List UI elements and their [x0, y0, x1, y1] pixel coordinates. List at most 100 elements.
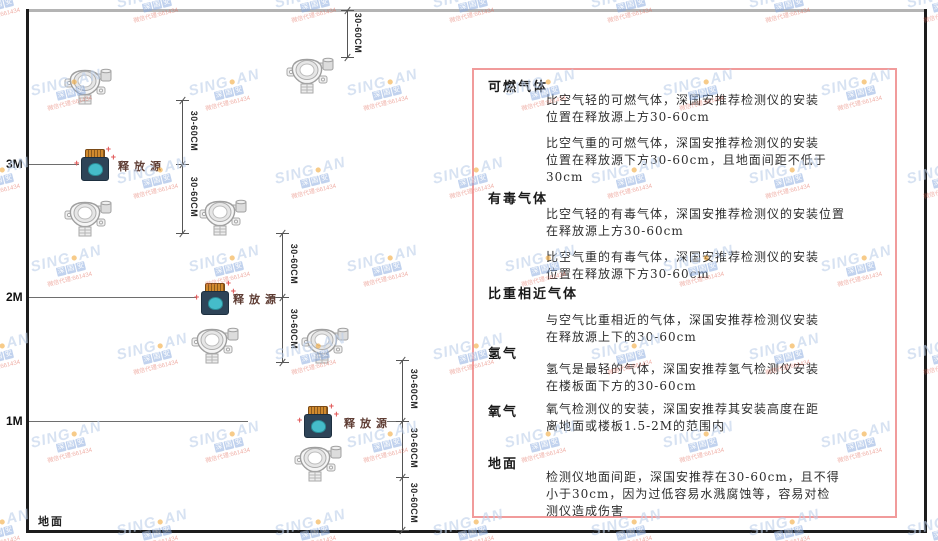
- watermark-dot-icon: ●: [68, 249, 81, 265]
- section-body-oxygen: 氧气检测仪的安装，深国安推荐其安装高度在距 离地面或楼板1.5-2M的范围内: [546, 401, 819, 444]
- level-line-2m: [29, 297, 197, 298]
- watermark-dot-icon: ●: [384, 73, 397, 89]
- watermark-red-text: 微信代理:661434: [449, 7, 495, 25]
- dimension-line-ceiling: [347, 10, 348, 58]
- watermark-red-text: 微信代理:661434: [47, 271, 93, 289]
- watermark-cn: 深国安: [213, 85, 245, 101]
- guide-text-line: 位置在释放源下方30-60cm: [546, 267, 710, 281]
- gas-detector-icon: [301, 325, 349, 365]
- level-line-2m-stub: [267, 297, 280, 298]
- gas-detector-icon: [191, 325, 239, 365]
- height-label-2m: 2M: [6, 290, 23, 304]
- guide-text-line: 比空气重的有毒气体，深国安推荐检测仪的安装: [546, 250, 820, 264]
- watermark-cn: 深国安: [371, 85, 403, 101]
- watermark-dot-icon: ●: [0, 513, 9, 529]
- guide-text-line: 在释放源上下的30-60cm: [546, 330, 697, 344]
- release-source-label: 释放源: [233, 293, 281, 306]
- watermark-dot-icon: ●: [0, 0, 8, 1]
- section-body-hydrogen: 氢气是最轻的气体，深国安推荐氢气检测仪安装 在楼板面下方的30-60cm: [546, 361, 819, 404]
- guide-text-line: 测仪造成伤害: [546, 504, 625, 518]
- section-body-similar-density-gas: 与空气比重相近的气体，深国安推荐检测仪安装 在释放源上下的30-60cm: [546, 312, 819, 355]
- guide-text-line: 位置在释放源下方30-60cm，且地面间距不低于: [546, 153, 827, 167]
- watermark-dot-icon: ●: [226, 425, 239, 441]
- dimension-label: 30-60CM: [289, 308, 299, 350]
- gas-detector-icon: [199, 197, 247, 237]
- watermark-red-text: 微信代理:661434: [133, 183, 179, 201]
- watermark-cn: 深国安: [213, 437, 245, 453]
- watermark-red-text: 微信代理:661434: [0, 183, 21, 201]
- section-body-toxic-gas: 比空气轻的有毒气体，深国安推荐检测仪的安装位置 在释放源上方30-60cm 比空…: [546, 206, 845, 292]
- watermark-brand: SING●AN: [344, 241, 420, 276]
- level-line-1m-stub: [387, 421, 400, 422]
- spark-icon: +: [105, 144, 111, 154]
- watermark-cn: 深国安: [55, 437, 87, 453]
- watermark-dot-icon: ●: [312, 161, 325, 177]
- watermark-dot-icon: ●: [68, 425, 81, 441]
- source-cap: [205, 283, 225, 291]
- dimension-label: 30-60CM: [353, 12, 363, 54]
- watermark-brand: SING●AN: [186, 241, 262, 276]
- dimension-line-1m: [402, 360, 403, 531]
- source-emblem: [87, 162, 103, 176]
- watermark-red-text: 微信代理:661434: [133, 359, 179, 377]
- section-body-combustible-gas: 比空气轻的可燃气体，深国安推荐检测仪的安装 位置在释放源上方30-60cm 比空…: [546, 92, 827, 195]
- section-body-ground: 检测仪地面间距，深国安推荐在30-60cm，且不得 小于30cm，因为过低容易水…: [546, 469, 840, 529]
- spark-icon: +: [297, 415, 303, 425]
- right-wall-line: [924, 9, 927, 533]
- gas-detector-icon: [64, 198, 112, 238]
- watermark-dot-icon: ●: [471, 0, 482, 1]
- height-label-3m: 3M: [6, 157, 23, 171]
- watermark-brand: SING●AN: [904, 337, 938, 364]
- guide-text-line: 比空气重的可燃气体，深国安推荐检测仪的安装: [546, 136, 820, 150]
- watermark-cn: 深国安: [141, 349, 173, 365]
- guide-text-line: 离地面或楼板1.5-2M的范围内: [546, 419, 726, 433]
- watermark-brand: SING●AN: [186, 65, 262, 100]
- watermark-dot-icon: ●: [312, 513, 325, 529]
- watermark-brand: SING●AN: [28, 241, 104, 276]
- dimension-label: 30-60CM: [289, 243, 299, 285]
- watermark-cn: 深国安: [931, 168, 938, 189]
- release-source-label: 释放源: [344, 417, 392, 430]
- watermark-brand: SING●AN: [186, 417, 262, 452]
- release-source-icon: + + +: [194, 279, 236, 315]
- gas-detector-icon: [64, 66, 112, 106]
- watermark-cn: 深国安: [931, 0, 938, 13]
- watermark-dot-icon: ●: [154, 337, 167, 353]
- release-source-icon: + + +: [74, 145, 116, 181]
- watermark-red-text: 微信代理:661434: [0, 359, 21, 377]
- spark-icon: +: [230, 286, 236, 296]
- watermark-cn: 深国安: [371, 261, 403, 277]
- guide-text-line: 30cm: [546, 170, 584, 184]
- watermark-red-text: 微信代理:661434: [205, 95, 251, 113]
- watermark-red-text: 微信代理:661434: [47, 447, 93, 465]
- watermark-cn: 深国安: [55, 261, 87, 277]
- section-title-similar-density-gas: 比重相近气体: [488, 287, 579, 302]
- watermark-red-text: 微信代理:661434: [291, 7, 337, 25]
- watermark-dot-icon: ●: [629, 0, 640, 1]
- watermark-dot-icon: ●: [313, 0, 324, 1]
- ceiling-line: [27, 9, 926, 12]
- ground-label: 地面: [38, 515, 64, 528]
- watermark-cn: 深国安: [931, 520, 938, 541]
- level-line-3m: [29, 164, 79, 165]
- guide-text-line: 位置在释放源上方30-60cm: [546, 110, 710, 124]
- release-source-icon: + + +: [297, 402, 339, 438]
- watermark-brand: SING●AN: [28, 417, 104, 452]
- watermark-cn: 深国安: [213, 261, 245, 277]
- watermark-brand: SING●AN: [114, 505, 190, 540]
- guide-text-line: 在楼板面下方的30-60cm: [546, 379, 697, 393]
- section-title-toxic-gas: 有毒气体: [488, 192, 549, 207]
- watermark-dot-icon: ●: [155, 0, 166, 1]
- dimension-label: 30-60CM: [189, 110, 199, 152]
- watermark-brand: SING●AN: [114, 329, 190, 364]
